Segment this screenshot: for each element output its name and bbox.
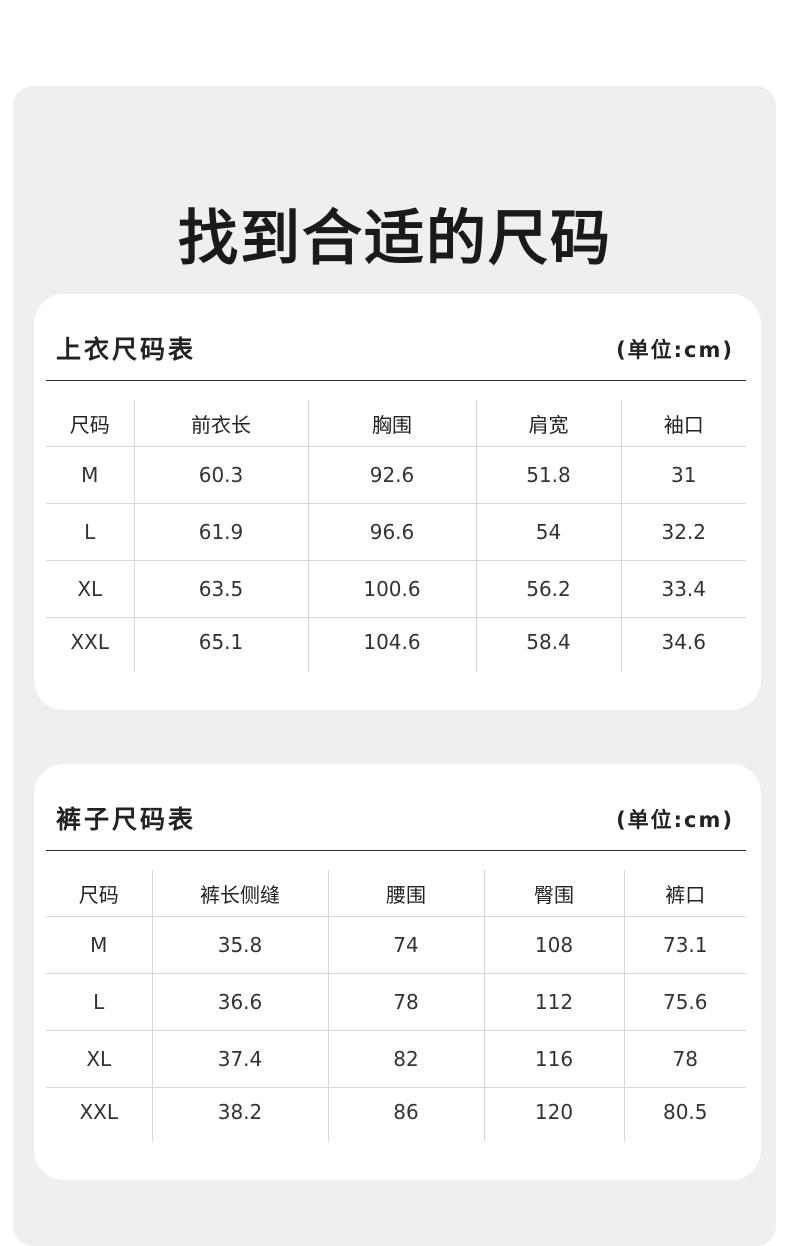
- size-cell: M: [46, 446, 134, 504]
- measurement-cell: 51.8: [475, 446, 621, 504]
- column-header: 肩宽: [475, 400, 621, 447]
- measurement-cell: 34.6: [620, 617, 746, 672]
- table-row: XL 37.4 82 116 78: [46, 1030, 746, 1088]
- card-header: 裤子尺码表 (单位:cm): [46, 800, 746, 851]
- size-table: 尺码 裤长侧缝 腰围 臀围 裤口 M 35.8 74 108 73.1 L 36.6 78 112 75.6…: [46, 870, 746, 1142]
- column-header: 臀围: [483, 870, 624, 917]
- size-cell: XL: [46, 1030, 152, 1088]
- measurement-cell: 65.1: [133, 617, 308, 672]
- column-header: 腰围: [327, 870, 484, 917]
- measurement-cell: 75.6: [623, 973, 746, 1031]
- page-title: 找到合适的尺码: [178, 204, 612, 274]
- measurement-cell: 36.6: [151, 973, 328, 1031]
- measurement-cell: 92.6: [307, 446, 476, 504]
- card-header: 上衣尺码表 (单位:cm): [46, 330, 746, 381]
- header-row: 尺码 裤长侧缝 腰围 臀围 裤口: [46, 870, 746, 917]
- column-header: 尺码: [69, 412, 110, 437]
- size-cell: XXL: [46, 1087, 152, 1142]
- measurement-cell: 78: [623, 1030, 746, 1088]
- measurement-cell: 120: [483, 1087, 624, 1142]
- measurement-cell: 108: [483, 916, 624, 974]
- measurement-cell: 58.4: [475, 617, 621, 672]
- measurement-cell: 96.6: [307, 503, 476, 561]
- table-row: M 60.3 92.6 51.8 31: [46, 446, 746, 504]
- unit-label: (单位:cm): [616, 338, 734, 362]
- size-cell: XL: [46, 560, 134, 618]
- table-row: XL 63.5 100.6 56.2 33.4: [46, 560, 746, 618]
- column-header: 裤长侧缝: [151, 870, 328, 917]
- measurement-cell: 73.1: [623, 916, 746, 974]
- table-row: XXL 65.1 104.6 58.4 34.6: [46, 617, 746, 672]
- measurement-cell: 74: [327, 916, 484, 974]
- measurement-cell: 61.9: [133, 503, 308, 561]
- measurement-cell: 82: [327, 1030, 484, 1088]
- measurement-cell: 100.6: [307, 560, 476, 618]
- measurement-cell: 33.4: [620, 560, 746, 618]
- measurement-cell: 32.2: [620, 503, 746, 561]
- column-header: 裤口: [623, 870, 746, 917]
- measurement-cell: 78: [327, 973, 484, 1031]
- column-header: 袖口: [620, 400, 746, 447]
- header-row: 尺码 前衣长 胸围 肩宽 袖口: [46, 400, 746, 447]
- size-cell: L: [46, 973, 152, 1031]
- column-header: 胸围: [307, 400, 476, 447]
- measurement-cell: 116: [483, 1030, 624, 1088]
- measurement-cell: 38.2: [151, 1087, 328, 1142]
- measurement-cell: 31: [620, 446, 746, 504]
- measurement-cell: 60.3: [133, 446, 308, 504]
- measurement-cell: 63.5: [133, 560, 308, 618]
- table-row: L 36.6 78 112 75.6: [46, 973, 746, 1031]
- size-cell: M: [46, 916, 152, 974]
- measurement-cell: 112: [483, 973, 624, 1031]
- size-table: 尺码 前衣长 胸围 肩宽 袖口 M 60.3 92.6 51.8 31 L 61.9 96.6 54 32.…: [46, 400, 746, 672]
- top-size-card: 上衣尺码表 (单位:cm) 尺码 前衣长 胸围 肩宽 袖口 M 60.3 92.6 51.8 31…: [34, 294, 761, 710]
- measurement-cell: 80.5: [623, 1087, 746, 1142]
- card-title: 裤子尺码表: [56, 805, 197, 834]
- measurement-cell: 86: [327, 1087, 484, 1142]
- measurement-cell: 104.6: [307, 617, 476, 672]
- pants-size-card: 裤子尺码表 (单位:cm) 尺码 裤长侧缝 腰围 臀围 裤口 M 35.8 74 108 73.1…: [34, 764, 761, 1180]
- table-row: M 35.8 74 108 73.1: [46, 916, 746, 974]
- column-header: 前衣长: [133, 400, 308, 447]
- measurement-cell: 56.2: [475, 560, 621, 618]
- measurement-cell: 54: [475, 503, 621, 561]
- table-row: L 61.9 96.6 54 32.2: [46, 503, 746, 561]
- size-cell: XXL: [46, 617, 134, 672]
- card-title: 上衣尺码表: [56, 335, 197, 364]
- measurement-cell: 35.8: [151, 916, 328, 974]
- size-cell: L: [46, 503, 134, 561]
- column-header: 尺码: [78, 882, 119, 907]
- unit-label: (单位:cm): [616, 808, 734, 832]
- measurement-cell: 37.4: [151, 1030, 328, 1088]
- table-row: XXL 38.2 86 120 80.5: [46, 1087, 746, 1142]
